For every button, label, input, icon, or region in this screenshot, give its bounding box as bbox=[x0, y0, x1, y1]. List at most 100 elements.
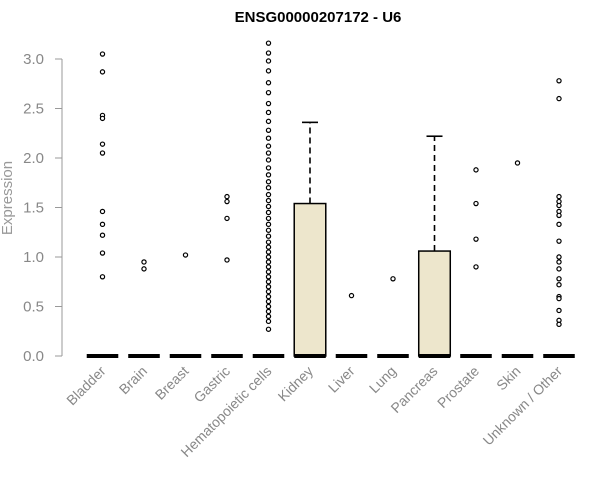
outlier-point bbox=[265, 58, 272, 64]
outlier-point bbox=[99, 232, 106, 238]
x-tick-label: Kidney bbox=[275, 363, 317, 405]
x-tick-label: Skin bbox=[493, 363, 524, 394]
outlier-point bbox=[265, 118, 272, 125]
outlier-point bbox=[556, 307, 562, 314]
outlier-point bbox=[473, 200, 479, 207]
outlier-point bbox=[99, 221, 106, 228]
outlier-point bbox=[99, 141, 106, 147]
outlier-point bbox=[556, 202, 562, 209]
outlier-point bbox=[556, 321, 562, 328]
outlier-point bbox=[265, 135, 272, 141]
outlier-point bbox=[99, 150, 106, 156]
y-tick-label: 2.5 bbox=[23, 101, 44, 118]
outlier-point bbox=[265, 165, 272, 171]
x-tick-label: Liver bbox=[325, 363, 358, 396]
outlier-point bbox=[224, 198, 230, 205]
outlier-point bbox=[265, 68, 272, 74]
x-tick-label: Unknown / Other bbox=[480, 363, 566, 449]
outlier-point bbox=[556, 266, 562, 272]
y-tick-label: 2.0 bbox=[23, 150, 44, 167]
outlier-point bbox=[556, 282, 562, 288]
box-5 bbox=[293, 202, 327, 357]
outlier-point bbox=[556, 254, 562, 260]
outlier-point bbox=[265, 233, 272, 239]
outlier-point bbox=[556, 295, 562, 302]
outlier-point bbox=[265, 197, 272, 204]
x-tick-label: Brain bbox=[116, 363, 150, 397]
outlier-point bbox=[265, 244, 272, 250]
outlier-point bbox=[265, 293, 272, 300]
outlier-point bbox=[265, 209, 272, 216]
outlier-point bbox=[265, 221, 272, 228]
outlier-point bbox=[141, 266, 147, 272]
boxplot-boxes bbox=[86, 121, 575, 358]
outlier-point bbox=[265, 264, 272, 270]
outlier-point bbox=[265, 191, 272, 198]
outlier-point bbox=[265, 89, 272, 96]
outlier-point bbox=[265, 179, 272, 185]
outlier-point bbox=[99, 274, 106, 280]
outlier-points bbox=[99, 40, 562, 332]
outlier-point bbox=[99, 69, 106, 75]
outlier-point bbox=[265, 269, 272, 275]
outlier-point bbox=[556, 259, 562, 265]
outlier-point bbox=[224, 215, 230, 222]
outlier-point bbox=[265, 150, 272, 156]
outlier-point bbox=[265, 184, 272, 191]
outlier-point bbox=[473, 167, 479, 173]
outlier-point bbox=[265, 203, 272, 210]
outlier-point bbox=[265, 80, 272, 86]
outlier-point bbox=[556, 212, 562, 219]
outlier-point bbox=[265, 249, 272, 255]
outlier-point bbox=[141, 259, 147, 265]
outlier-point bbox=[265, 288, 272, 295]
outlier-point bbox=[265, 298, 272, 305]
y-tick-label: 0.5 bbox=[23, 299, 44, 316]
x-tick-label: Breast bbox=[152, 363, 192, 403]
x-tick-label: Bladder bbox=[63, 363, 109, 409]
outlier-point bbox=[182, 252, 189, 258]
outlier-point bbox=[390, 276, 396, 282]
outlier-point bbox=[265, 318, 272, 325]
outlier-point bbox=[265, 326, 272, 332]
outlier-point bbox=[224, 193, 230, 200]
outlier-point bbox=[265, 308, 272, 315]
outlier-point bbox=[556, 95, 562, 102]
outlier-point bbox=[265, 172, 272, 178]
outlier-point bbox=[265, 143, 272, 149]
chart-title: ENSG00000207172 - U6 bbox=[235, 9, 402, 26]
y-tick-label: 0.0 bbox=[23, 348, 44, 365]
outlier-point bbox=[265, 109, 272, 116]
outlier-point bbox=[556, 238, 562, 244]
x-tick-label: Lung bbox=[366, 363, 399, 396]
outlier-point bbox=[265, 227, 272, 233]
outlier-point bbox=[265, 50, 272, 56]
outlier-point bbox=[473, 236, 479, 242]
outlier-point bbox=[265, 157, 272, 163]
outlier-point bbox=[556, 221, 562, 228]
outlier-point bbox=[265, 274, 272, 280]
outlier-point bbox=[265, 303, 272, 310]
y-tick-label: 1.5 bbox=[23, 200, 44, 217]
outlier-point bbox=[265, 215, 272, 222]
outlier-point bbox=[224, 257, 230, 263]
outlier-point bbox=[99, 115, 106, 122]
outlier-point bbox=[348, 292, 355, 299]
box-8 bbox=[417, 250, 452, 357]
y-axis-ticks: 0.0 0.5 1.0 1.5 2.0 2.5 3.0 bbox=[23, 51, 62, 365]
outlier-point bbox=[265, 254, 272, 260]
outlier-point bbox=[99, 51, 106, 57]
outlier-point bbox=[265, 259, 272, 265]
y-tick-label: 1.0 bbox=[23, 249, 44, 266]
outlier-point bbox=[265, 239, 272, 245]
outlier-point bbox=[556, 276, 562, 282]
outlier-point bbox=[265, 284, 272, 290]
y-tick-label: 3.0 bbox=[23, 51, 44, 68]
outlier-point bbox=[265, 40, 272, 46]
outlier-point bbox=[514, 160, 521, 166]
outlier-point bbox=[265, 127, 272, 133]
outlier-point bbox=[265, 279, 272, 285]
